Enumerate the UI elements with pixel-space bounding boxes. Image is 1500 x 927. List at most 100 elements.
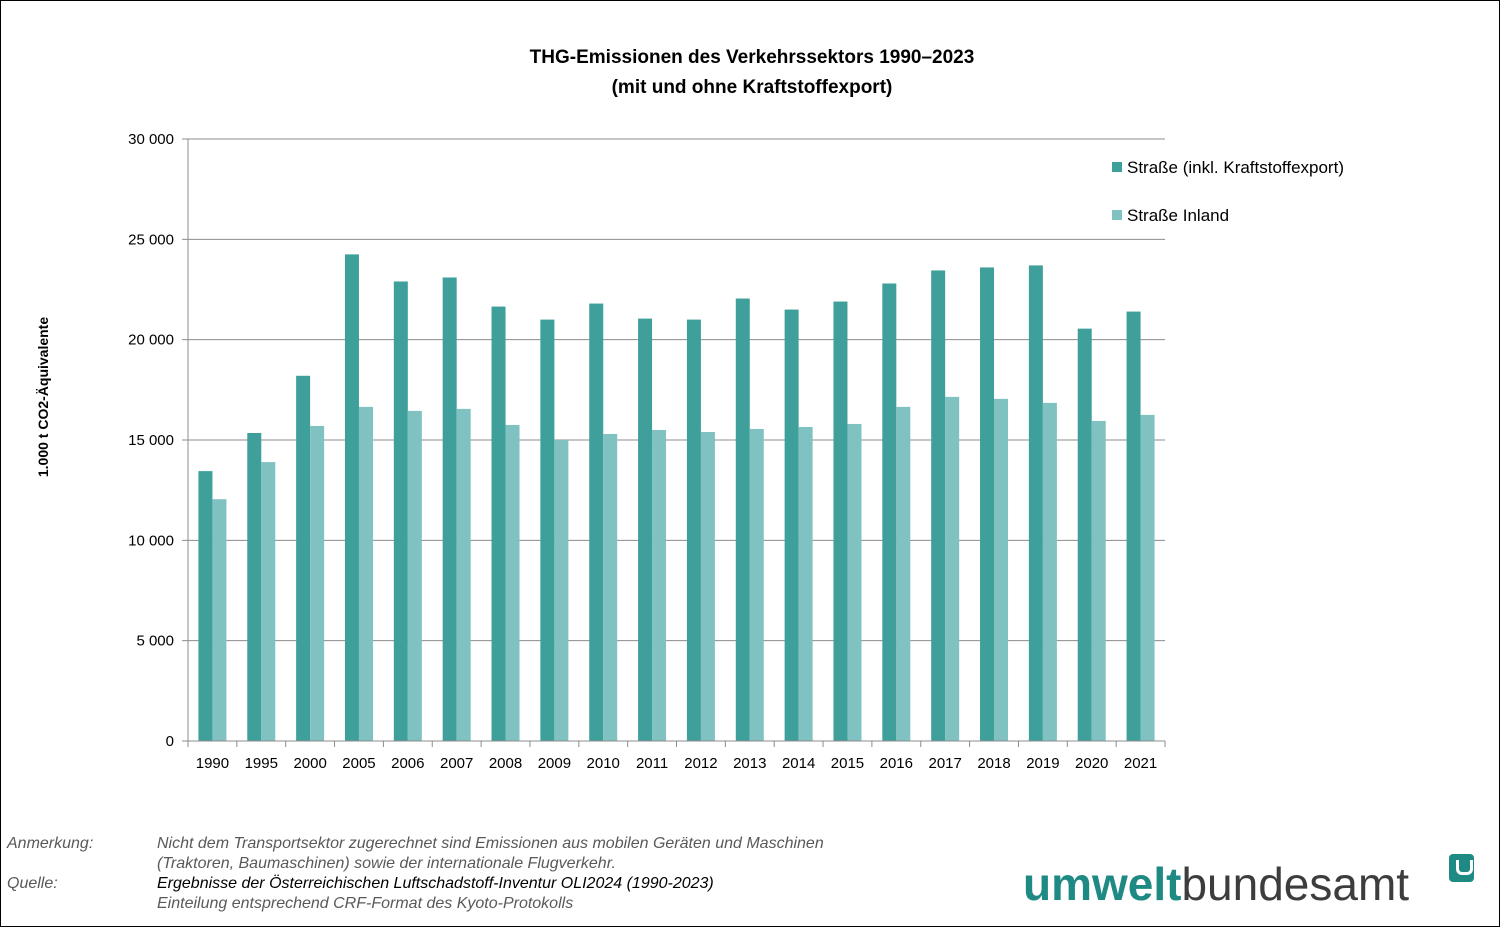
bar-strasse-inland-2017 — [945, 396, 960, 741]
y-tick-label: 5 000 — [136, 633, 174, 650]
legend-label-1: Straße (inkl. Kraftstoffexport) — [1127, 158, 1344, 177]
y-tick-label: 30 000 — [128, 131, 174, 148]
y-axis-label: 1.000 t CO2-Äquivalente — [35, 317, 51, 477]
x-tick-label-2013: 2013 — [733, 755, 766, 772]
legend-swatch-2 — [1112, 210, 1122, 220]
x-tick-label-2014: 2014 — [782, 755, 815, 772]
note-remark-line-2: (Traktoren, Baumaschinen) sowie der inte… — [157, 855, 616, 872]
notes: Anmerkung: Nicht dem Transportsektor zug… — [7, 834, 824, 914]
chart-title-line-1: THG-Emissionen des Verkehrssektors 1990–… — [530, 47, 975, 68]
umweltbundesamt-logo: umweltbundesamt — [1023, 859, 1409, 909]
bar-strasse-inkl-export-2005 — [344, 254, 359, 741]
y-tick-labels: 0 5 000 10 000 15 000 20 000 25 000 30 000 — [128, 131, 174, 750]
x-tick-label-2008: 2008 — [489, 755, 522, 772]
bar-strasse-inland-1990 — [212, 499, 227, 741]
chart-title-line-2: (mit und ohne Kraftstoffexport) — [612, 77, 893, 98]
note-source-line-1: Ergebnisse der Österreichischen Luftscha… — [157, 875, 714, 892]
logo-mark-icon — [1449, 854, 1474, 882]
bar-strasse-inkl-export-2017 — [931, 270, 946, 741]
note-spacer — [7, 894, 157, 914]
x-tick-label-1995: 1995 — [245, 755, 278, 772]
note-remark-label: Anmerkung: — [7, 835, 94, 852]
bar-strasse-inland-1995 — [261, 462, 276, 741]
bar-strasse-inland-2015 — [847, 423, 862, 741]
bar-strasse-inkl-export-2020 — [1077, 328, 1092, 741]
bar-strasse-inkl-export-2007 — [442, 277, 457, 741]
chart-title-group: THG-Emissionen des Verkehrssektors 1990–… — [530, 47, 975, 98]
legend: Straße (inkl. Kraftstoffexport) Straße In… — [1112, 158, 1344, 225]
bar-strasse-inland-2007 — [456, 408, 471, 741]
bar-strasse-inland-2009 — [554, 440, 569, 741]
bar-strasse-inkl-export-2012 — [686, 319, 701, 741]
x-tick-label-2020: 2020 — [1075, 755, 1108, 772]
bar-strasse-inland-2006 — [407, 410, 422, 741]
x-tick-labels: 1990 1995 2000 2005 2006 2007 2008 2009 2010 2011… — [196, 755, 1158, 772]
x-tick-label-2011: 2011 — [636, 755, 668, 772]
y-tick-label: 15 000 — [128, 432, 174, 449]
bar-strasse-inkl-export-2016 — [882, 283, 897, 741]
bar-strasse-inkl-export-2008 — [491, 306, 506, 741]
note-remark-row-2: (Traktoren, Baumaschinen) sowie der inte… — [7, 854, 824, 874]
x-tick-label-2012: 2012 — [684, 755, 717, 772]
note-source-row-2: Einteilung entsprechend CRF-Format des K… — [7, 894, 824, 914]
x-tick-label-2000: 2000 — [293, 755, 326, 772]
bar-strasse-inland-2005 — [358, 406, 373, 741]
x-tick-label-2016: 2016 — [880, 755, 913, 772]
bar-strasse-inland-2000 — [310, 425, 325, 741]
x-tick-label-2007: 2007 — [440, 755, 473, 772]
x-tick-label-2019: 2019 — [1026, 755, 1059, 772]
x-tick-label-1990: 1990 — [196, 755, 229, 772]
bar-strasse-inkl-export-2019 — [1028, 265, 1043, 741]
bars — [198, 254, 1155, 741]
x-tick-label-2010: 2010 — [587, 755, 620, 772]
bar-strasse-inkl-export-2014 — [784, 309, 799, 741]
x-tick-label-2021: 2021 — [1124, 755, 1157, 772]
bar-strasse-inkl-export-2015 — [833, 301, 848, 741]
bar-strasse-inland-2019 — [1042, 402, 1057, 741]
logo-text-part1: umwelt — [1023, 858, 1182, 910]
bar-strasse-inland-2018 — [994, 398, 1009, 741]
note-source-line-2: Einteilung entsprechend CRF-Format des K… — [157, 895, 574, 912]
y-tick-label: 10 000 — [128, 532, 174, 549]
y-tick-label: 20 000 — [128, 332, 174, 349]
bar-strasse-inland-2021 — [1140, 414, 1155, 741]
bar-strasse-inland-2008 — [505, 424, 520, 741]
x-tick-label-2006: 2006 — [391, 755, 424, 772]
bar-strasse-inkl-export-2021 — [1126, 311, 1141, 741]
bar-strasse-inkl-export-2000 — [296, 375, 311, 741]
x-tick-label-2015: 2015 — [831, 755, 864, 772]
bar-strasse-inland-2013 — [749, 428, 764, 741]
bar-strasse-inkl-export-2011 — [638, 318, 653, 741]
bar-strasse-inland-2016 — [896, 406, 911, 741]
legend-swatch-1 — [1112, 162, 1122, 172]
logo-text-part2: bundesamt — [1181, 858, 1410, 910]
bar-strasse-inland-2014 — [798, 426, 813, 741]
note-spacer — [7, 854, 157, 874]
axes — [187, 139, 1166, 747]
bar-strasse-inkl-export-1995 — [247, 432, 262, 741]
bar-strasse-inkl-export-2010 — [589, 303, 604, 741]
note-remark: Anmerkung: Nicht dem Transportsektor zug… — [7, 834, 824, 854]
legend-label-2: Straße Inland — [1127, 206, 1229, 225]
bar-strasse-inland-2011 — [652, 429, 667, 741]
bar-strasse-inkl-export-2018 — [980, 267, 995, 741]
bar-strasse-inkl-export-1990 — [198, 471, 213, 741]
x-tick-label-2018: 2018 — [977, 755, 1010, 772]
gridlines — [182, 138, 1165, 742]
x-tick-label-2017: 2017 — [928, 755, 961, 772]
bar-strasse-inland-2020 — [1091, 420, 1106, 741]
y-tick-label: 25 000 — [128, 231, 174, 248]
x-tick-label-2009: 2009 — [538, 755, 571, 772]
bar-strasse-inland-2012 — [700, 431, 715, 741]
note-source-label: Quelle: — [7, 875, 58, 892]
bar-strasse-inkl-export-2009 — [540, 319, 555, 741]
y-tick-label: 0 — [166, 733, 174, 750]
bar-strasse-inkl-export-2006 — [393, 281, 408, 741]
note-remark-line-1: Nicht dem Transportsektor zugerechnet si… — [157, 835, 824, 852]
bar-strasse-inkl-export-2013 — [735, 298, 750, 741]
note-source: Quelle: Ergebnisse der Österreichischen … — [7, 874, 824, 894]
x-tick-label-2005: 2005 — [342, 755, 375, 772]
bar-strasse-inland-2010 — [603, 433, 618, 741]
